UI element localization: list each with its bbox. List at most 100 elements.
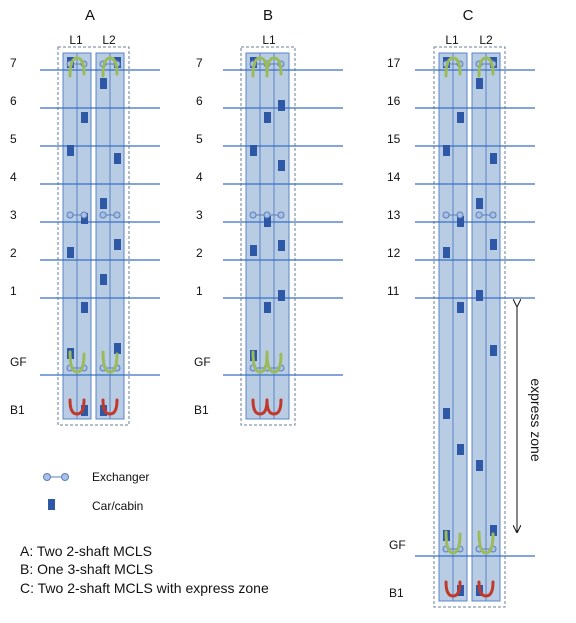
floor-label: GF [10,355,27,369]
floor-label: 4 [196,170,203,184]
floor-label: 7 [10,56,17,70]
green-arrow-icon [265,56,283,78]
floor-label: 12 [387,246,401,260]
car-cabin-icon [100,274,107,285]
car-cabin-icon [264,112,271,123]
floor-lines [40,69,535,557]
floor-label: 17 [387,56,401,70]
floor-label: 6 [196,94,203,108]
car-cabin-icon [457,112,464,123]
car-cabin-icon [81,112,88,123]
caption-line: A: Two 2-shaft MCLS [20,543,152,559]
panel-b-frame [240,46,296,426]
floor-label: B1 [389,586,404,600]
floor-label: GF [194,355,211,369]
floor-label: B1 [194,403,209,417]
exchanger-icon [66,211,88,219]
car-cabin-icon [278,100,285,111]
floor-label: 13 [387,208,401,222]
caption: A: Two 2-shaft MCLS B: One 3-shaft MCLS … [20,543,269,596]
car-cabin-icon [114,153,121,164]
legend-exchanger-label: Exchanger [92,470,149,484]
car-cabin-icon [443,247,450,258]
car-cabin-icon [490,239,497,250]
floor-label: 1 [10,284,17,298]
floor-label: GF [389,538,406,552]
panel-c-frame [433,46,506,608]
express-zone-indicator: express zone [517,306,544,532]
panel-c-floor-labels: 17 16 15 14 13 12 11 GF B1 [387,56,406,600]
car-cabin-icon [278,240,285,251]
car-cabin-icon [67,145,74,156]
panel-c-shaft-l1-label: L1 [445,33,459,47]
car-cabin-icon [443,145,450,156]
floor-label: 16 [387,94,401,108]
car-cabin-icon [67,247,74,258]
floor-label: 1 [196,284,203,298]
car-cabin-icon [114,343,121,354]
panel-b-shaft-l1-label: L1 [262,33,276,47]
floor-label: 2 [10,246,17,260]
floor-label: 11 [387,284,400,298]
floor-label: 6 [10,94,17,108]
green-arrow-icon [444,530,462,555]
car-cabin-icon [250,145,257,156]
floor-label: 3 [10,208,17,222]
red-arrow-icon [444,580,462,598]
exchanger-icon [249,211,285,219]
green-arrow-icon [444,56,462,78]
car-cabin-icon [114,239,121,250]
panel-a-frame [57,46,130,426]
red-arrow-icon [101,398,119,416]
floor-label: 5 [196,132,203,146]
exchanger-icon [43,473,69,481]
caption-line: C: Two 2-shaft MCLS with express zone [20,580,269,596]
car-cabin-icon [476,460,483,471]
car-cabin-icon [264,302,271,313]
floor-label: 4 [10,170,17,184]
car-cabin-icon [443,408,450,419]
express-zone-label: express zone [528,378,544,461]
panel-b-floor-labels: 7 6 5 4 3 2 1 GF B1 [194,56,211,417]
exchanger-icon [99,211,121,219]
green-arrow-icon [477,56,495,78]
panel-c-title: C [463,7,474,24]
green-arrow-icon [68,56,86,78]
green-arrow-icon [101,56,119,78]
green-arrow-icon [477,530,495,555]
car-cabin-icon [476,198,483,209]
car-cabin-icon [457,216,464,227]
car-cabin-icon [264,216,271,227]
panel-a-title: A [85,7,95,24]
car-cabin-icon [490,525,497,536]
car-cabin-icon [81,302,88,313]
car-cabin-icon [457,444,464,455]
car-cabin-icon [81,405,88,416]
green-arrow-icon [265,350,283,374]
floor-label: 2 [196,246,203,260]
green-arrows [68,56,495,555]
panel-a-shaft-l1-label: L1 [69,33,83,47]
red-arrow-icon [477,580,495,598]
panel-b-title: B [263,7,273,24]
red-arrow-icon [68,398,86,416]
exchanger-icon [475,211,497,219]
green-arrow-icon [101,350,119,374]
car-cabin-icon [457,302,464,313]
floor-label: 3 [196,208,203,222]
car-cabin-icon [100,78,107,89]
floor-label: 14 [387,170,401,184]
floor-label: 5 [10,132,17,146]
panel-b-shaft-3 [273,52,290,420]
legend: Exchanger Car/cabin [43,470,149,513]
caption-line: B: One 3-shaft MCLS [20,561,153,577]
red-arrows [68,398,495,598]
panel-a-shaft-l2-label: L2 [102,33,116,47]
panel-a-floor-labels: 7 6 5 4 3 2 1 GF B1 [10,56,27,417]
car-cabin-icon [490,345,497,356]
floor-label: B1 [10,403,25,417]
car-cabin-icon [81,213,88,224]
exchanger-icon [442,211,464,219]
car-cabin-icon [100,198,107,209]
